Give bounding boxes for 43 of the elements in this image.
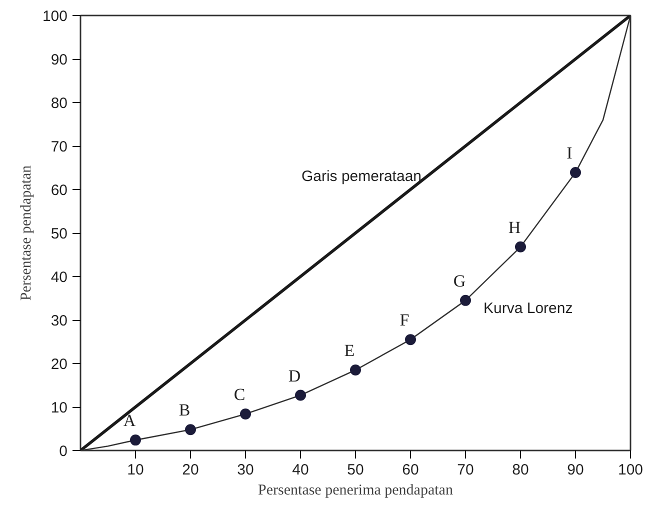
y-tick-label: 80 — [50, 95, 68, 112]
y-tick-label: 50 — [50, 226, 68, 242]
y-tick-label: 40 — [50, 269, 68, 286]
y-tick-label: 10 — [50, 400, 68, 416]
x-axis-title: Persentase penerima pendapatan — [258, 482, 454, 498]
annotation: C — [234, 384, 246, 404]
point — [185, 424, 196, 436]
y-tick-label: 0 — [59, 443, 68, 460]
point — [570, 167, 581, 178]
point — [515, 241, 526, 252]
annotation: A — [123, 411, 136, 430]
annotation: D — [288, 366, 301, 386]
x-tick-label: 80 — [512, 462, 529, 478]
x-tick-label: 100 — [618, 462, 644, 478]
annotation: G — [453, 271, 466, 290]
x-tick-label: 10 — [127, 462, 144, 478]
x-tick-label: 50 — [347, 462, 364, 478]
x-tick-label: 60 — [402, 462, 419, 478]
x-tick-label: 20 — [182, 462, 199, 478]
x-tick-label: 90 — [567, 462, 584, 478]
point — [295, 390, 306, 401]
x-tick-label: 70 — [457, 462, 474, 478]
y-tick-label: 100 — [42, 8, 68, 25]
point — [405, 334, 416, 346]
annotation: I — [566, 144, 573, 163]
annotation: B — [178, 400, 190, 420]
x-tick-label: 30 — [237, 462, 254, 478]
point — [460, 294, 471, 306]
y-tick-label: 70 — [50, 138, 68, 156]
annotation: H — [508, 218, 521, 237]
series-label: Garis pemerataan — [301, 168, 422, 186]
y-axis-title: Persentase pendapatan — [18, 164, 34, 301]
series-label: Kurva Lorenz — [484, 300, 573, 317]
point — [130, 434, 141, 446]
y-tick-label: 30 — [50, 312, 68, 330]
point — [240, 408, 251, 420]
x-tick-label: 40 — [292, 462, 309, 478]
annotation: F — [400, 310, 410, 330]
y-tick-label: 60 — [50, 182, 68, 199]
point — [350, 364, 361, 376]
y-tick-label: 20 — [50, 356, 68, 373]
y-tick-label: 90 — [50, 52, 68, 68]
annotation: E — [344, 341, 355, 360]
